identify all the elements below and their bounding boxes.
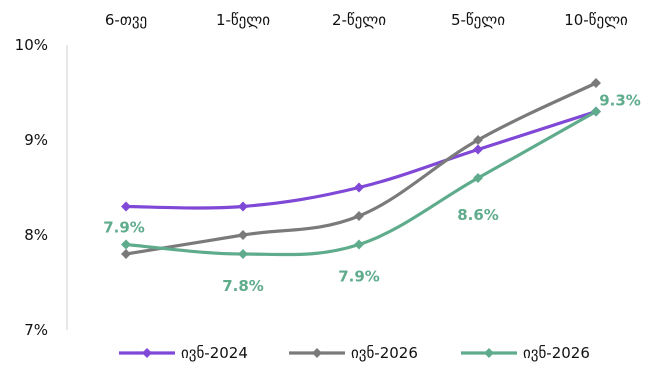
legend-marker-2 — [312, 348, 322, 358]
series-line-2 — [124, 81, 598, 256]
y-tick-label: 8% — [24, 226, 48, 244]
series-2-marker — [354, 211, 364, 221]
y-tick-labels: 7% 8% 9% 10% — [15, 36, 48, 339]
y-tick-label: 9% — [24, 131, 48, 149]
series-3-marker — [121, 239, 131, 250]
legend-label-1: ივნ-2024 — [181, 344, 248, 362]
series-3-marker — [238, 249, 248, 259]
series-1-marker — [473, 144, 483, 155]
series-3-marker — [473, 173, 483, 183]
data-label: 7.9% — [103, 219, 145, 237]
series-1-marker — [354, 182, 364, 193]
data-label: 9.3% — [599, 92, 641, 110]
y-tick-label: 7% — [24, 321, 48, 339]
data-label: 7.9% — [338, 268, 380, 286]
category-label: 1-წელი — [216, 11, 270, 29]
data-labels: 7.9% 7.8% 7.9% 8.6% 9.3% — [103, 92, 641, 296]
legend: ივნ-2024 ივნ-2026 ივნ-2026 — [119, 344, 590, 362]
series-markers — [121, 78, 601, 259]
legend-marker-1 — [142, 348, 152, 358]
legend-label-2: ივნ-2026 — [351, 344, 418, 362]
series-1-marker — [121, 201, 131, 212]
series-2-marker — [591, 78, 601, 88]
series-3-marker — [354, 239, 364, 250]
series-3-marker — [591, 106, 601, 117]
series-2-marker — [238, 230, 248, 240]
series-2-marker — [473, 135, 483, 145]
category-label: 2-წელი — [332, 11, 386, 29]
category-label: 5-წელი — [451, 11, 505, 29]
series-1-marker — [238, 201, 248, 212]
series-2-marker — [121, 249, 131, 259]
data-label: 8.6% — [457, 206, 499, 224]
legend-marker-3 — [484, 348, 494, 358]
series-line-1 — [124, 109, 598, 210]
y-tick-label: 10% — [15, 36, 48, 54]
series-lines — [124, 81, 598, 257]
legend-label-3: ივნ-2026 — [523, 344, 590, 362]
category-labels: 6-თვე 1-წელი 2-წელი 5-წელი 10-წელი — [105, 11, 628, 29]
category-label: 6-თვე — [105, 11, 147, 29]
category-label: 10-წელი — [564, 11, 628, 29]
data-label: 7.8% — [222, 277, 264, 295]
